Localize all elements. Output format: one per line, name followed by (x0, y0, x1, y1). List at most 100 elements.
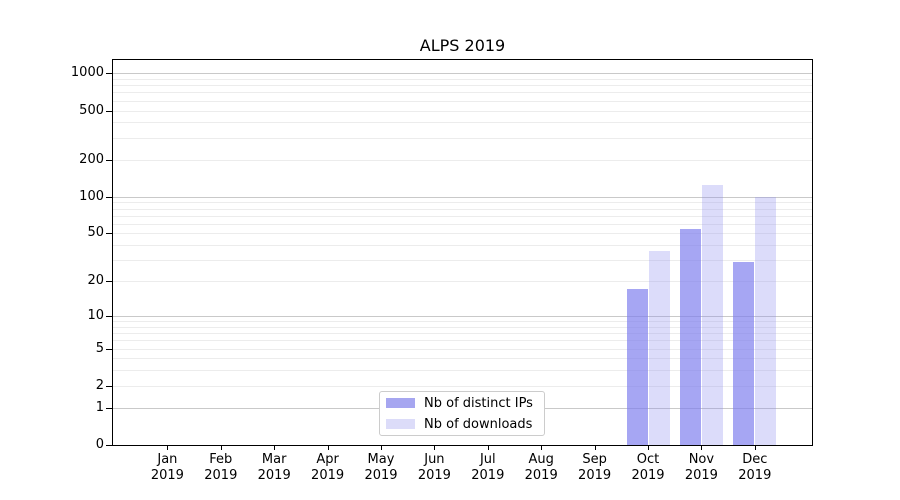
gridline-minor (113, 78, 812, 80)
x-tick-month: Oct (636, 452, 660, 467)
y-tick-mark (106, 315, 112, 317)
gridline-minor (113, 385, 812, 387)
bar-downloads (701, 184, 723, 445)
bar-distinct-ips (679, 229, 701, 445)
legend: Nb of distinct IPs Nb of downloads (379, 391, 545, 436)
x-tick-mark (220, 446, 222, 450)
gridline-minor (113, 202, 812, 204)
bar-distinct-ips (733, 261, 755, 445)
x-tick-month: Jan (157, 452, 178, 467)
y-tick-mark (106, 233, 112, 235)
legend-item-distinct-ips: Nb of distinct IPs (386, 396, 544, 411)
y-tick-mark (106, 407, 112, 409)
legend-item-downloads: Nb of downloads (386, 417, 544, 432)
x-tick-year: 2019 (684, 467, 718, 483)
x-tick-month: Jun (424, 452, 445, 467)
x-tick-mark (541, 446, 543, 450)
gridline-minor (113, 159, 812, 161)
x-tick-year: 2019 (311, 467, 345, 483)
x-tick-year: 2019 (150, 467, 184, 483)
x-tick-mark (487, 446, 489, 450)
gridline-minor (113, 321, 812, 323)
y-tick-mark (106, 159, 112, 161)
x-axis-tick-label: Oct 2019 (618, 452, 678, 483)
gridline-minor (113, 281, 812, 283)
x-axis-tick-label: Mar 2019 (244, 452, 304, 483)
y-tick-mark (106, 73, 112, 75)
x-tick-month: Feb (209, 452, 233, 467)
y-axis-tick-label: 5 (95, 340, 104, 356)
x-tick-year: 2019 (417, 467, 451, 483)
gridline-minor (113, 122, 812, 124)
gridline-minor (113, 245, 812, 247)
y-axis-tick-label: 1 (95, 399, 104, 415)
gridline-minor (113, 358, 812, 360)
bar-downloads (755, 196, 777, 445)
gridline-minor (113, 333, 812, 335)
gridline-minor (113, 370, 812, 372)
x-tick-mark (701, 446, 703, 450)
gridline-major (113, 73, 812, 75)
y-tick-mark (106, 445, 112, 446)
legend-label-distinct-ips: Nb of distinct IPs (424, 395, 533, 411)
gridline-minor (113, 348, 812, 350)
x-axis-tick-label: Nov 2019 (671, 452, 731, 483)
x-tick-mark (648, 446, 649, 450)
y-axis-tick-label: 0 (95, 437, 104, 452)
plot-area (112, 59, 813, 446)
x-tick-year: 2019 (204, 467, 238, 483)
x-tick-month: Jul (479, 452, 496, 467)
y-axis-tick-label: 1000 (70, 65, 104, 81)
gridline-minor (113, 223, 812, 225)
x-tick-mark (327, 446, 329, 450)
bar-distinct-ips (626, 289, 648, 445)
gridline-minor (113, 85, 812, 87)
x-tick-month: Mar (261, 452, 287, 467)
x-tick-mark (594, 446, 596, 450)
y-axis-tick-label: 500 (79, 102, 104, 118)
y-tick-mark (106, 110, 112, 112)
x-tick-year: 2019 (631, 467, 665, 483)
gridline-minor (113, 326, 812, 328)
x-tick-mark (434, 446, 436, 450)
gridline-minor (113, 340, 812, 342)
gridline-major (113, 315, 812, 317)
legend-swatch-downloads (386, 419, 415, 429)
gridline-major (113, 196, 812, 198)
y-axis-tick-label: 50 (87, 225, 104, 241)
x-axis-tick-label: Sep 2019 (565, 452, 625, 483)
gridline-minor (113, 100, 812, 102)
x-axis-tick-label: Apr 2019 (298, 452, 358, 483)
x-tick-mark (381, 446, 382, 450)
y-axis-tick-label: 2 (95, 377, 104, 393)
gridline-minor (113, 110, 812, 112)
y-tick-mark (106, 348, 112, 350)
y-tick-mark (106, 196, 112, 198)
y-tick-mark (106, 385, 112, 387)
gridline-minor (113, 137, 812, 139)
x-tick-month: Sep (582, 452, 607, 467)
y-axis-tick-label: 20 (87, 273, 104, 289)
x-tick-year: 2019 (578, 467, 612, 483)
y-axis-tick-label: 10 (87, 307, 104, 323)
gridline-minor (113, 215, 812, 217)
gridline-minor (113, 92, 812, 94)
x-axis-tick-label: May 2019 (351, 452, 411, 483)
x-tick-month: Nov (688, 452, 715, 467)
x-tick-year: 2019 (738, 467, 772, 483)
x-tick-year: 2019 (471, 467, 505, 483)
x-axis-tick-label: Feb 2019 (191, 452, 251, 483)
x-tick-mark (754, 446, 756, 450)
x-axis-tick-label: Aug 2019 (511, 452, 571, 483)
y-axis-tick-label: 200 (79, 151, 104, 167)
x-tick-month: May (367, 452, 395, 467)
x-tick-mark (167, 446, 169, 450)
y-axis-tick-label: 100 (79, 188, 104, 204)
x-tick-month: Dec (742, 452, 768, 467)
chart-title: ALPS 2019 (419, 36, 506, 55)
x-axis-tick-label: Dec 2019 (725, 452, 785, 483)
x-axis-tick-label: Jun 2019 (404, 452, 464, 483)
x-tick-mark (274, 446, 276, 450)
gridline-minor (113, 260, 812, 262)
